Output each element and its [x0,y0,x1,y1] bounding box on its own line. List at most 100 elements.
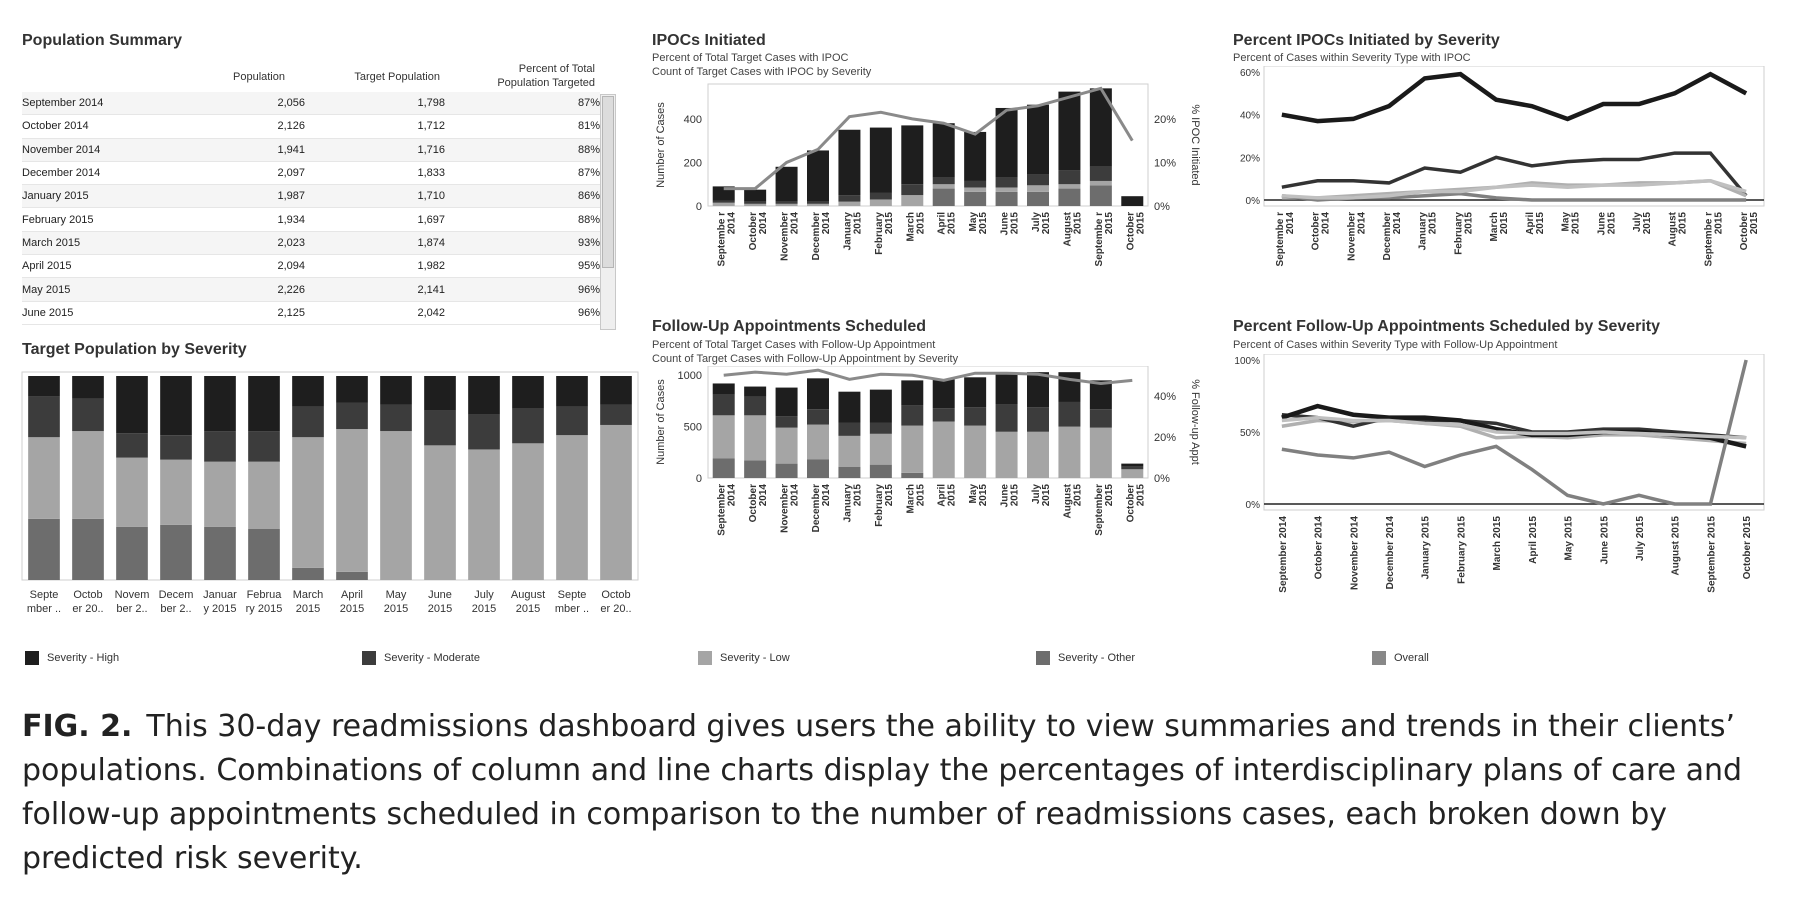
followup-title: Follow-Up Appointments Scheduled [652,318,927,335]
x-tick-label: November 2014 [1349,516,1360,590]
population-summary-body: September 2014 2,056 1,798 87% October 2014 2… [22,92,600,325]
bar-severity-moderate [1058,170,1081,185]
x-tick-label: November2014 [1346,212,1367,261]
bar-severity-other [28,518,60,580]
plot-frame [707,366,1149,479]
x-tick-label: Septembe r2014 [1275,212,1296,267]
x-tick-label: August 2015 [1671,516,1682,576]
followup-chart: 0 500 1000 0% 20% 40% Number of Cases % Follow-… [655,366,1201,536]
bar-severity-high [1058,91,1081,171]
bar-severity-moderate [72,398,104,432]
legend-item-other[interactable]: Severity - Other [1036,651,1135,665]
table-cell-month: January 2015 [22,184,190,209]
bar-severity-moderate [807,409,829,425]
bar-severity-high [995,373,1018,405]
bar-severity-moderate [932,408,955,422]
x-tick-label: May2015 [968,484,989,507]
table-row: January 2015 1,987 1,710 86% [22,184,600,209]
bar-severity-high [160,376,192,436]
bar-severity-high [995,107,1018,178]
line-overall [723,368,1133,385]
bar-severity-other [204,526,236,580]
bar-severity-low [1027,185,1049,192]
bar-severity-low [160,459,192,525]
table-row: February 2015 1,934 1,697 88% [22,207,600,232]
table-cell-value: 96% [445,301,600,325]
ipocs-chart: 0 200 400 0% 10% 20% Number of Cases % IPOC Ini… [655,83,1201,266]
bar-severity-moderate [901,405,924,426]
line-overall [723,86,1134,191]
bar-severity-high [1027,104,1049,175]
table-cell-value: 1,941 [190,138,305,162]
table-cell-value: 1,833 [305,161,445,186]
table-row: June 2015 2,125 2,042 96% [22,301,600,325]
table-scrollbar[interactable] [600,94,616,330]
x-tick-label: September2014 [717,484,738,536]
x-tick-label: November2014 [780,212,801,261]
table-cell-value: 95% [445,254,600,279]
legend-swatch-high [25,651,39,665]
legend-item-low[interactable]: Severity - Low [698,651,790,665]
bar-severity-moderate [1027,174,1049,186]
bar-severity-low [1027,431,1049,478]
bar-severity-high [744,189,767,202]
bar-severity-other [838,466,861,478]
x-tick-label: March2015 [905,212,926,242]
y-tick-label: 50% [1240,428,1260,439]
table-cell-value: 2,125 [190,301,305,325]
x-tick-label: January2015 [1418,212,1439,251]
bar-severity-moderate [869,192,892,200]
bar-severity-moderate [932,177,955,185]
bar-severity-high [336,376,368,403]
x-tick-label: July2015 [1632,212,1653,235]
x-tick-label: September 2015 [1706,516,1717,593]
bar-severity-moderate [292,406,324,438]
y-axis-label: Number of Cases [655,102,667,188]
x-tick-label: June2015 [1000,484,1021,508]
x-tick-label: July 2015 [1635,516,1646,561]
y2-axis-label: % Follow-up Appt [1189,379,1201,465]
legend-swatch-overall [1372,651,1386,665]
bar-severity-other [775,463,798,478]
legend-label-moderate: Severity - Moderate [384,652,480,664]
plot-frame [707,83,1149,207]
bar-severity-moderate [744,201,767,204]
bar-severity-low [248,461,280,529]
bar-severity-high [1121,463,1144,467]
bar-severity-moderate [995,404,1018,432]
bar-severity-low [1058,426,1081,478]
x-tick-label: June2015 [1596,212,1617,236]
table-scrollbar-thumb[interactable] [602,96,614,268]
bar-severity-high [424,376,456,411]
bar-severity-high [1027,372,1049,408]
x-tick-label: July2015 [1031,212,1052,235]
legend-item-overall[interactable]: Overall [1372,651,1429,665]
y-tick-label: 500 [684,422,702,434]
bar-severity-moderate [424,410,456,446]
y-tick-label: 100% [1234,356,1260,367]
bar-severity-low [744,415,767,461]
legend-swatch-low [698,651,712,665]
bar-severity-moderate [512,408,544,444]
figure-caption-text: This 30-day readmissions dashboard gives… [22,709,1743,876]
bar-severity-high [869,127,892,193]
pct-ipoc-title: Percent IPOCs Initiated by Severity [1233,32,1500,49]
legend-item-moderate[interactable]: Severity - Moderate [362,651,480,665]
legend-item-high[interactable]: Severity - High [25,651,119,665]
bar-severity-high [712,383,735,395]
target-by-severity-chart: Septe mber .. Octob er 20.. Novem ber 2.. Dece… [21,371,639,615]
x-tick-label: January 2015 [1421,516,1432,580]
bar-severity-low [712,202,735,206]
bar-severity-high [901,125,924,185]
bar-severity-low [932,184,955,189]
x-tick-label: June2015 [1000,212,1021,236]
x-tick-label: April2015 [1525,212,1546,235]
table-cell-value: 87% [445,92,600,116]
table-cell-month: October 2014 [22,114,190,139]
bar-severity-low [28,437,60,519]
bar-severity-low [600,424,632,580]
table-cell-value: 1,697 [305,207,445,232]
